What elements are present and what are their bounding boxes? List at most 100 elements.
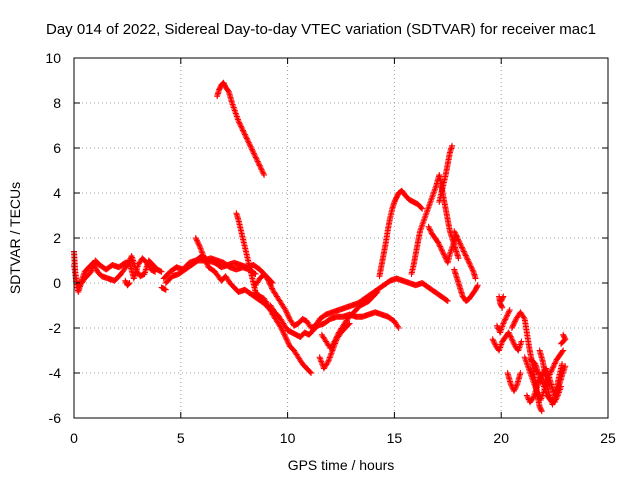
- data-point: [554, 393, 561, 400]
- data-point: [454, 235, 461, 241]
- data-point: [280, 330, 287, 337]
- data-point: [245, 139, 252, 146]
- data-point: [279, 327, 286, 334]
- data-point: [512, 383, 519, 390]
- data-point: [254, 158, 261, 165]
- data-point: [510, 321, 517, 328]
- data-point: [89, 264, 96, 271]
- data-point: [453, 233, 460, 240]
- data-point: [283, 309, 290, 316]
- data-point: [508, 325, 515, 331]
- chart-title: Day 014 of 2022, Sidereal Day-to-day VTE…: [46, 21, 596, 38]
- data-point: [268, 284, 275, 291]
- x-tick-label: 15: [387, 430, 403, 446]
- data-point: [90, 261, 97, 268]
- data-point: [281, 331, 288, 338]
- data-point: [553, 395, 560, 402]
- data-point: [509, 323, 516, 330]
- data-point: [238, 123, 245, 130]
- data-point: [443, 297, 450, 304]
- data-point: [505, 309, 512, 316]
- data-point: [552, 359, 559, 366]
- data-point: [508, 382, 515, 389]
- data-point: [252, 153, 259, 160]
- data-point: [509, 337, 516, 344]
- x-tick-label: 0: [70, 430, 78, 446]
- data-point: [331, 341, 338, 348]
- data-point: [551, 399, 558, 406]
- data-point: [506, 307, 513, 313]
- data-point: [502, 316, 509, 323]
- data-point: [559, 348, 566, 355]
- data-point: [88, 268, 95, 275]
- data-point: [464, 256, 471, 263]
- data-point: [536, 371, 543, 378]
- data-point: [538, 407, 545, 414]
- data-point: [327, 351, 334, 358]
- data-point: [265, 279, 272, 286]
- data-point: [513, 382, 520, 389]
- data-point: [241, 130, 248, 137]
- data-point: [239, 127, 246, 134]
- data-point: [529, 395, 536, 402]
- data-point: [266, 280, 273, 287]
- y-tick-label: 8: [53, 95, 61, 111]
- data-point: [491, 340, 498, 347]
- data-point: [502, 315, 509, 322]
- data-point: [264, 301, 271, 308]
- data-point: [506, 332, 513, 339]
- data-point: [244, 136, 251, 143]
- data-point: [500, 319, 507, 326]
- data-point: [460, 248, 467, 255]
- data-point: [192, 235, 199, 241]
- data-point: [308, 370, 315, 376]
- data-point: [505, 329, 512, 336]
- data-point: [89, 265, 96, 272]
- data-point: [419, 205, 426, 212]
- data-point: [458, 243, 465, 250]
- data-point: [125, 280, 132, 287]
- data-point: [126, 280, 133, 286]
- data-point: [243, 134, 250, 141]
- data-point: [281, 332, 288, 339]
- data-point: [500, 320, 507, 327]
- data-point: [251, 270, 258, 277]
- data-point: [449, 142, 456, 149]
- data-point: [267, 282, 274, 289]
- data-point: [426, 226, 433, 233]
- data-point: [440, 251, 447, 258]
- x-tick-labels: 0 5 10 15 20 25: [70, 430, 616, 446]
- data-point: [236, 119, 243, 126]
- data-point: [329, 346, 336, 353]
- data-point: [326, 354, 333, 361]
- data-point: [284, 310, 291, 317]
- data-point: [325, 357, 332, 364]
- data-point: [550, 363, 557, 370]
- data-point: [506, 308, 513, 315]
- data-point: [467, 263, 474, 270]
- data-point: [489, 336, 496, 343]
- data-point: [282, 334, 289, 340]
- data-point: [88, 267, 95, 274]
- data-point: [193, 237, 200, 244]
- x-tick-label: 20: [493, 430, 509, 446]
- data-point: [456, 240, 463, 247]
- data-point: [248, 146, 255, 153]
- data-point: [548, 367, 555, 374]
- data-point: [328, 350, 335, 357]
- data-point: [451, 228, 458, 235]
- data-point: [435, 239, 442, 246]
- data-point: [261, 172, 268, 178]
- data-point: [499, 304, 506, 311]
- data-point: [535, 370, 542, 377]
- y-tick-label: -6: [49, 410, 62, 426]
- data-point: [552, 396, 559, 403]
- data-point: [280, 328, 287, 335]
- data-point: [418, 204, 425, 211]
- data-point: [90, 263, 97, 270]
- data-point: [316, 354, 323, 361]
- data-point: [328, 348, 335, 355]
- data-point: [534, 367, 541, 374]
- data-point: [307, 369, 314, 376]
- data-point: [395, 325, 402, 331]
